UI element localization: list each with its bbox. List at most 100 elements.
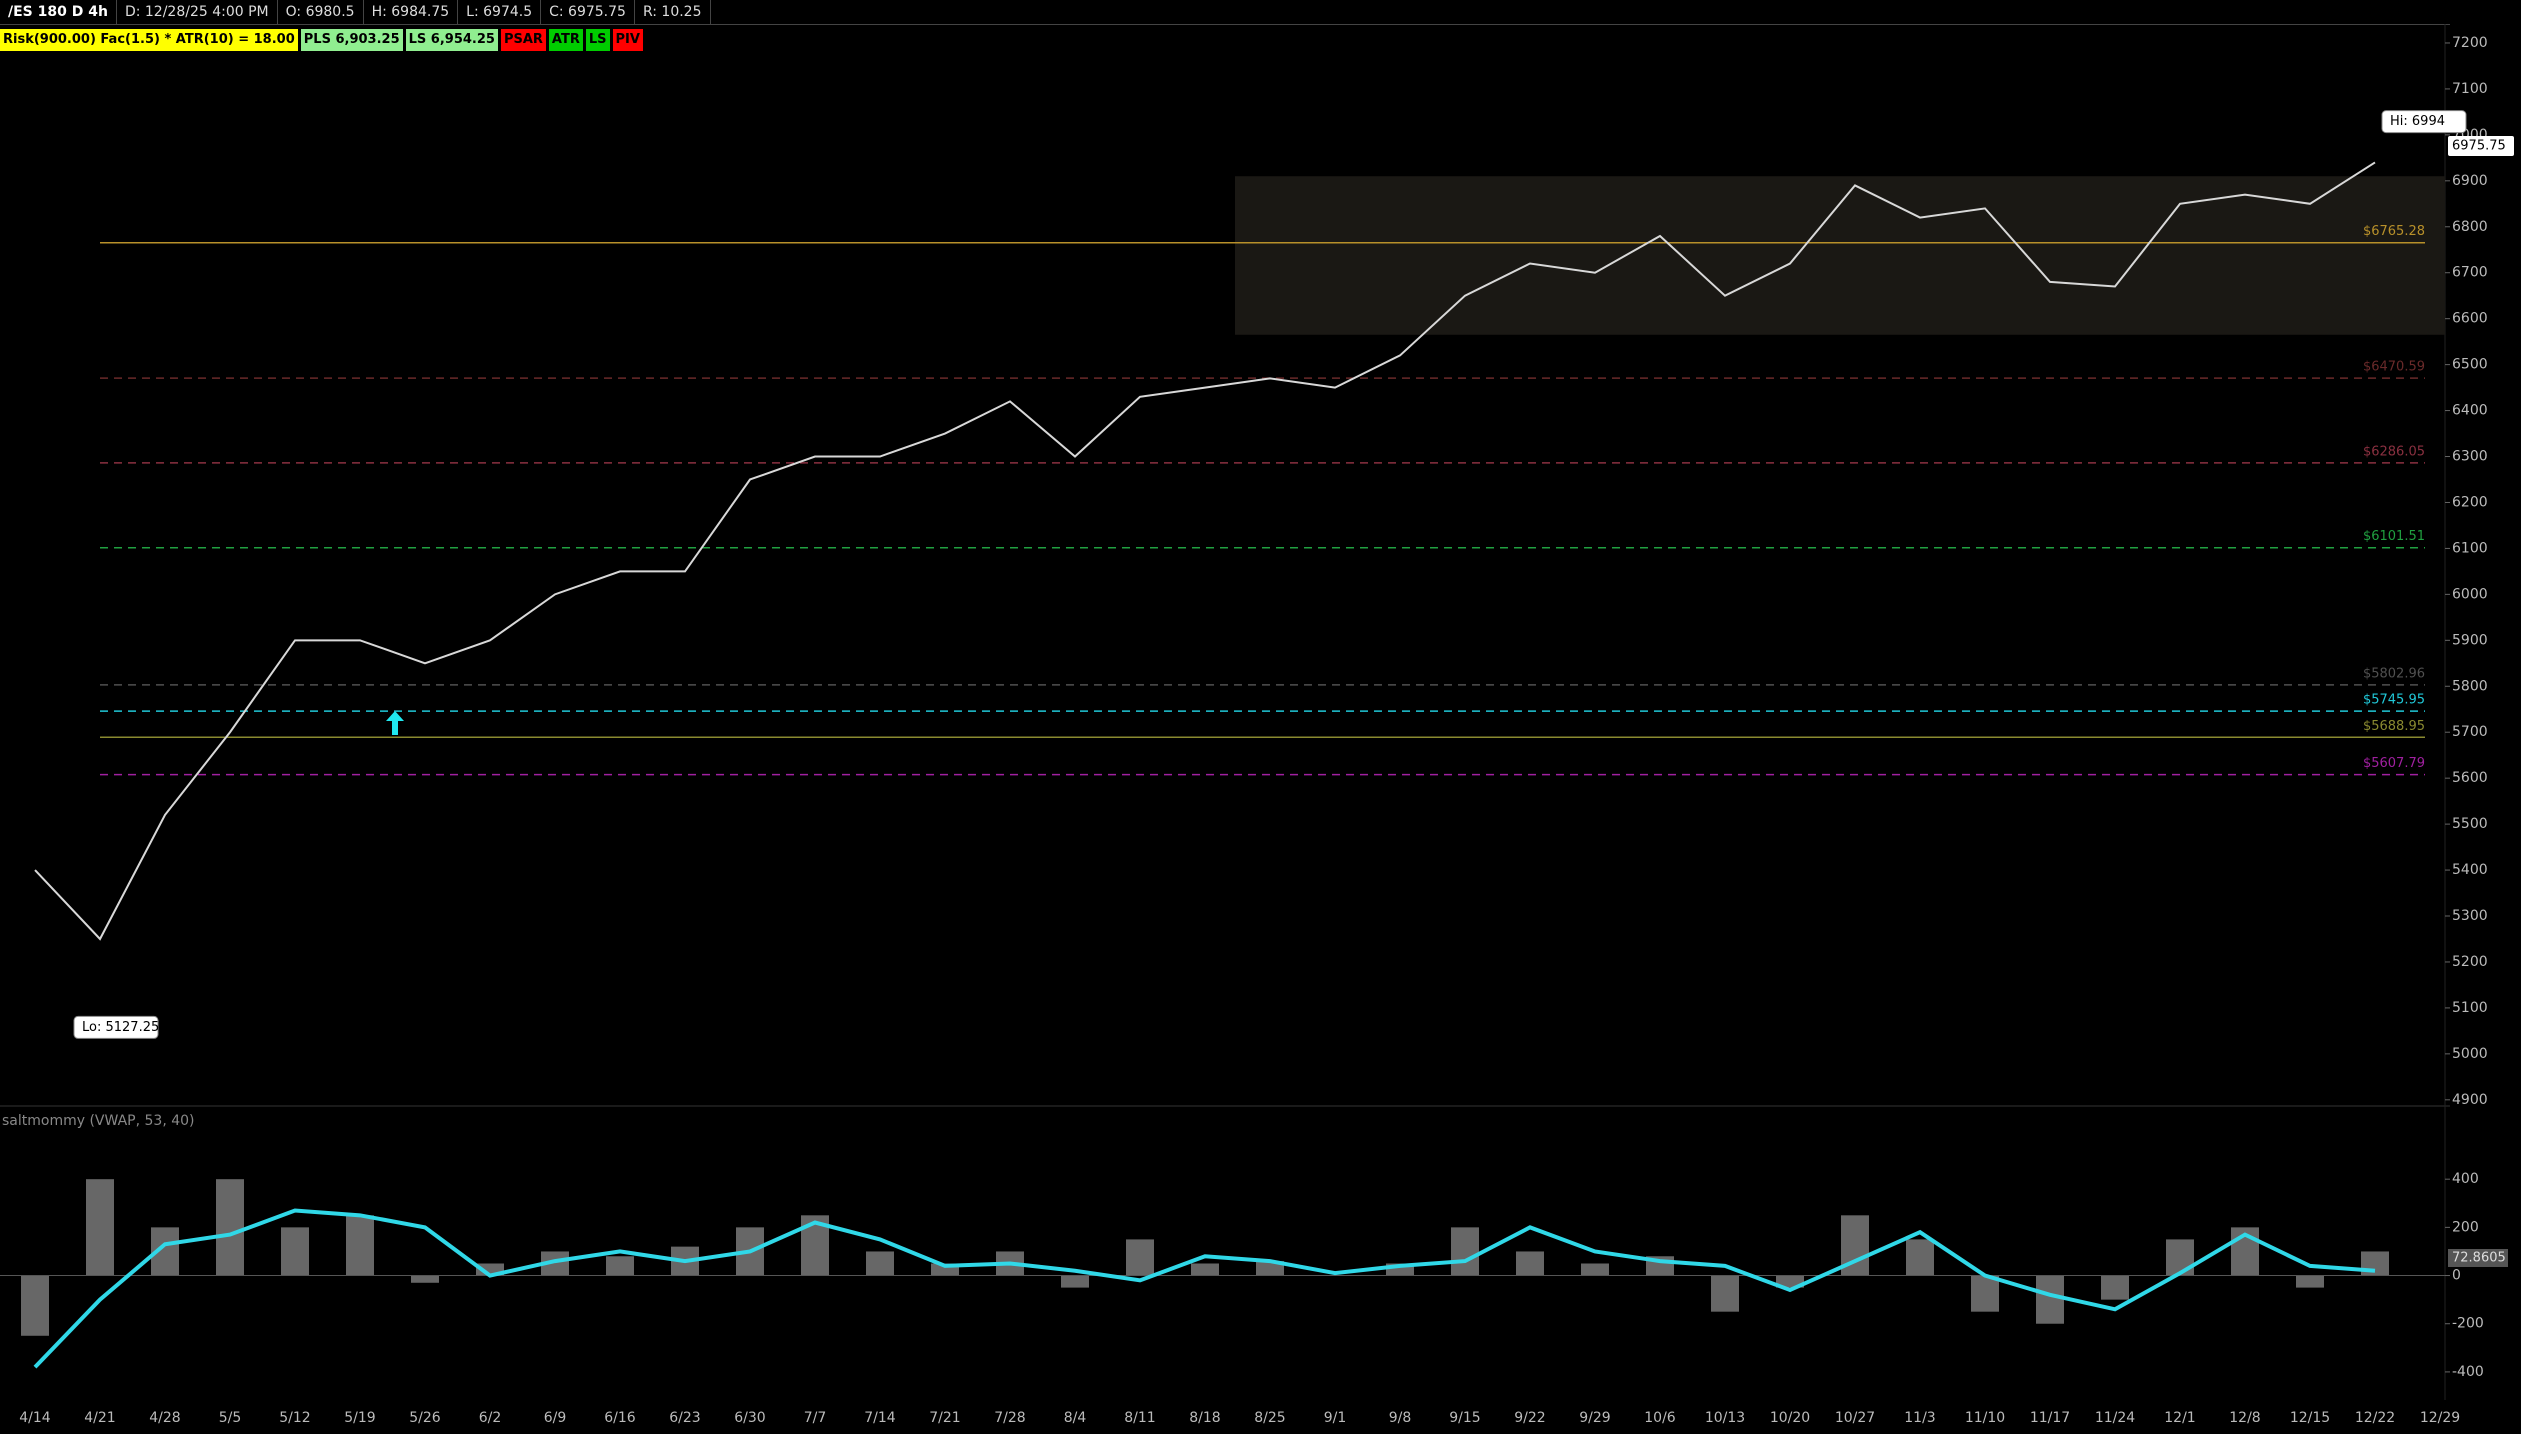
histogram-bar [1451,1227,1479,1276]
histogram-bar [411,1275,439,1283]
x-tick-label: 6/2 [479,1410,502,1426]
x-tick-label: 4/21 [84,1410,115,1426]
x-tick-label: 9/15 [1449,1410,1480,1426]
badge[interactable]: LS 6,954.25 [405,29,498,51]
y-tick-label: 5500 [2452,816,2488,832]
level-label: $6765.28 [2363,224,2425,239]
badge[interactable]: Risk(900.00) Fac(1.5) * ATR(10) = 18.00 [0,29,298,51]
level-label: $6470.59 [2363,360,2425,375]
annotation: Hi: 6994 [2381,110,2467,134]
level-label: $5802.96 [2363,666,2425,681]
y-tick-label: 6500 [2452,357,2488,373]
symbol[interactable]: /ES 180 D 4h [0,0,117,24]
indicator-title: saltmommy (VWAP, 53, 40) [2,1113,195,1129]
histogram-bar [346,1215,374,1276]
histogram-bar [1126,1239,1154,1276]
x-tick-label: 10/13 [1705,1410,1745,1426]
x-tick-label: 11/24 [2095,1410,2135,1426]
range: R: 10.25 [635,0,711,24]
x-tick-label: 7/7 [804,1410,827,1426]
y-tick-label: -400 [2452,1364,2484,1380]
x-tick-label: 7/28 [994,1410,1025,1426]
y-tick-label: 6200 [2452,494,2488,510]
x-tick-label: 6/23 [669,1410,700,1426]
histogram-bar [21,1275,49,1336]
y-tick-label: 4900 [2452,1092,2488,1108]
arrow [386,711,404,735]
x-tick-label: 11/3 [1904,1410,1935,1426]
y-tick-label: 6100 [2452,540,2488,556]
histogram-bar [216,1179,244,1276]
y-tick-label: 5400 [2452,862,2488,878]
level-label: $5607.79 [2363,756,2425,771]
x-tick-label: 9/29 [1579,1410,1610,1426]
y-tick-label: 7100 [2452,81,2488,97]
x-tick-label: 7/21 [929,1410,960,1426]
x-tick-label: 8/25 [1254,1410,1285,1426]
x-tick-label: 5/19 [344,1410,375,1426]
badge[interactable]: PIV [612,29,643,51]
histogram-bar [1581,1263,1609,1276]
level-label: $6286.05 [2363,444,2425,459]
x-tick-label: 5/12 [279,1410,310,1426]
y-tick-label: 6300 [2452,449,2488,465]
histogram-bar [1191,1263,1219,1276]
histogram-bar [606,1256,634,1276]
x-tick-label: 12/15 [2290,1410,2330,1426]
y-tick-label: 5200 [2452,954,2488,970]
x-tick-label: 6/30 [734,1410,765,1426]
x-tick-label: 6/16 [604,1410,636,1426]
badge[interactable]: PSAR [500,29,546,51]
y-tick-label: 7200 [2452,35,2488,51]
close: C: 6975.75 [541,0,635,24]
level-label: $5688.95 [2363,719,2425,734]
last-value-box [2448,1248,2508,1267]
annotation-box [2381,110,2467,134]
low: L: 6974.5 [458,0,542,24]
x-tick-label: 9/22 [1514,1410,1545,1426]
badge[interactable]: PLS 6,903.25 [300,29,403,51]
annotation: Lo: 5127.25 [73,1015,159,1039]
y-tick-label: 6400 [2452,403,2488,419]
y-tick-label: 5900 [2452,632,2488,648]
histogram-bar [1516,1251,1544,1276]
price-line [34,161,2376,941]
x-tick-label: 12/22 [2355,1410,2395,1426]
y-tick-label: 6800 [2452,219,2488,235]
x-tick-label: 12/8 [2229,1410,2260,1426]
histogram-bar [2296,1275,2324,1288]
bar-date: D: 12/28/25 4:00 PM [117,0,278,24]
histogram-bar [1906,1239,1934,1276]
badge[interactable]: LS [585,29,610,51]
y-tick-label: 6000 [2452,586,2488,602]
histogram-bar [1061,1275,1089,1288]
y-tick-label: -200 [2452,1316,2484,1332]
x-tick-label: 8/18 [1189,1410,1220,1426]
x-tick-label: 9/1 [1324,1410,1347,1426]
last-value: 72.8605 [2452,1250,2506,1265]
x-tick-label: 11/17 [2030,1410,2070,1426]
level-label: $5745.95 [2363,693,2425,708]
x-tick-label: 4/14 [19,1410,51,1426]
last-price: 6975.75 [2452,139,2506,154]
badge[interactable]: ATR [548,29,583,51]
histogram-bar [2036,1275,2064,1324]
open: O: 6980.5 [278,0,364,24]
histogram-bar [1711,1275,1739,1312]
annotation-box [73,1015,159,1039]
header-bar: /ES 180 D 4h D: 12/28/25 4:00 PM O: 6980… [0,0,2450,25]
x-tick-label: 6/9 [544,1410,567,1426]
annotation-label: Lo: 5127.25 [82,1020,159,1035]
histogram-bar [281,1227,309,1276]
zone [1235,176,2445,335]
histogram-bar [2101,1275,2129,1300]
x-tick-label: 4/28 [149,1410,180,1426]
y-tick-label: 5300 [2452,908,2488,924]
last-price-box [2448,136,2514,157]
histogram-bar [2166,1239,2194,1276]
high: H: 6984.75 [364,0,459,24]
x-tick-label: 8/11 [1124,1410,1155,1426]
level-label: $6101.51 [2363,529,2425,544]
